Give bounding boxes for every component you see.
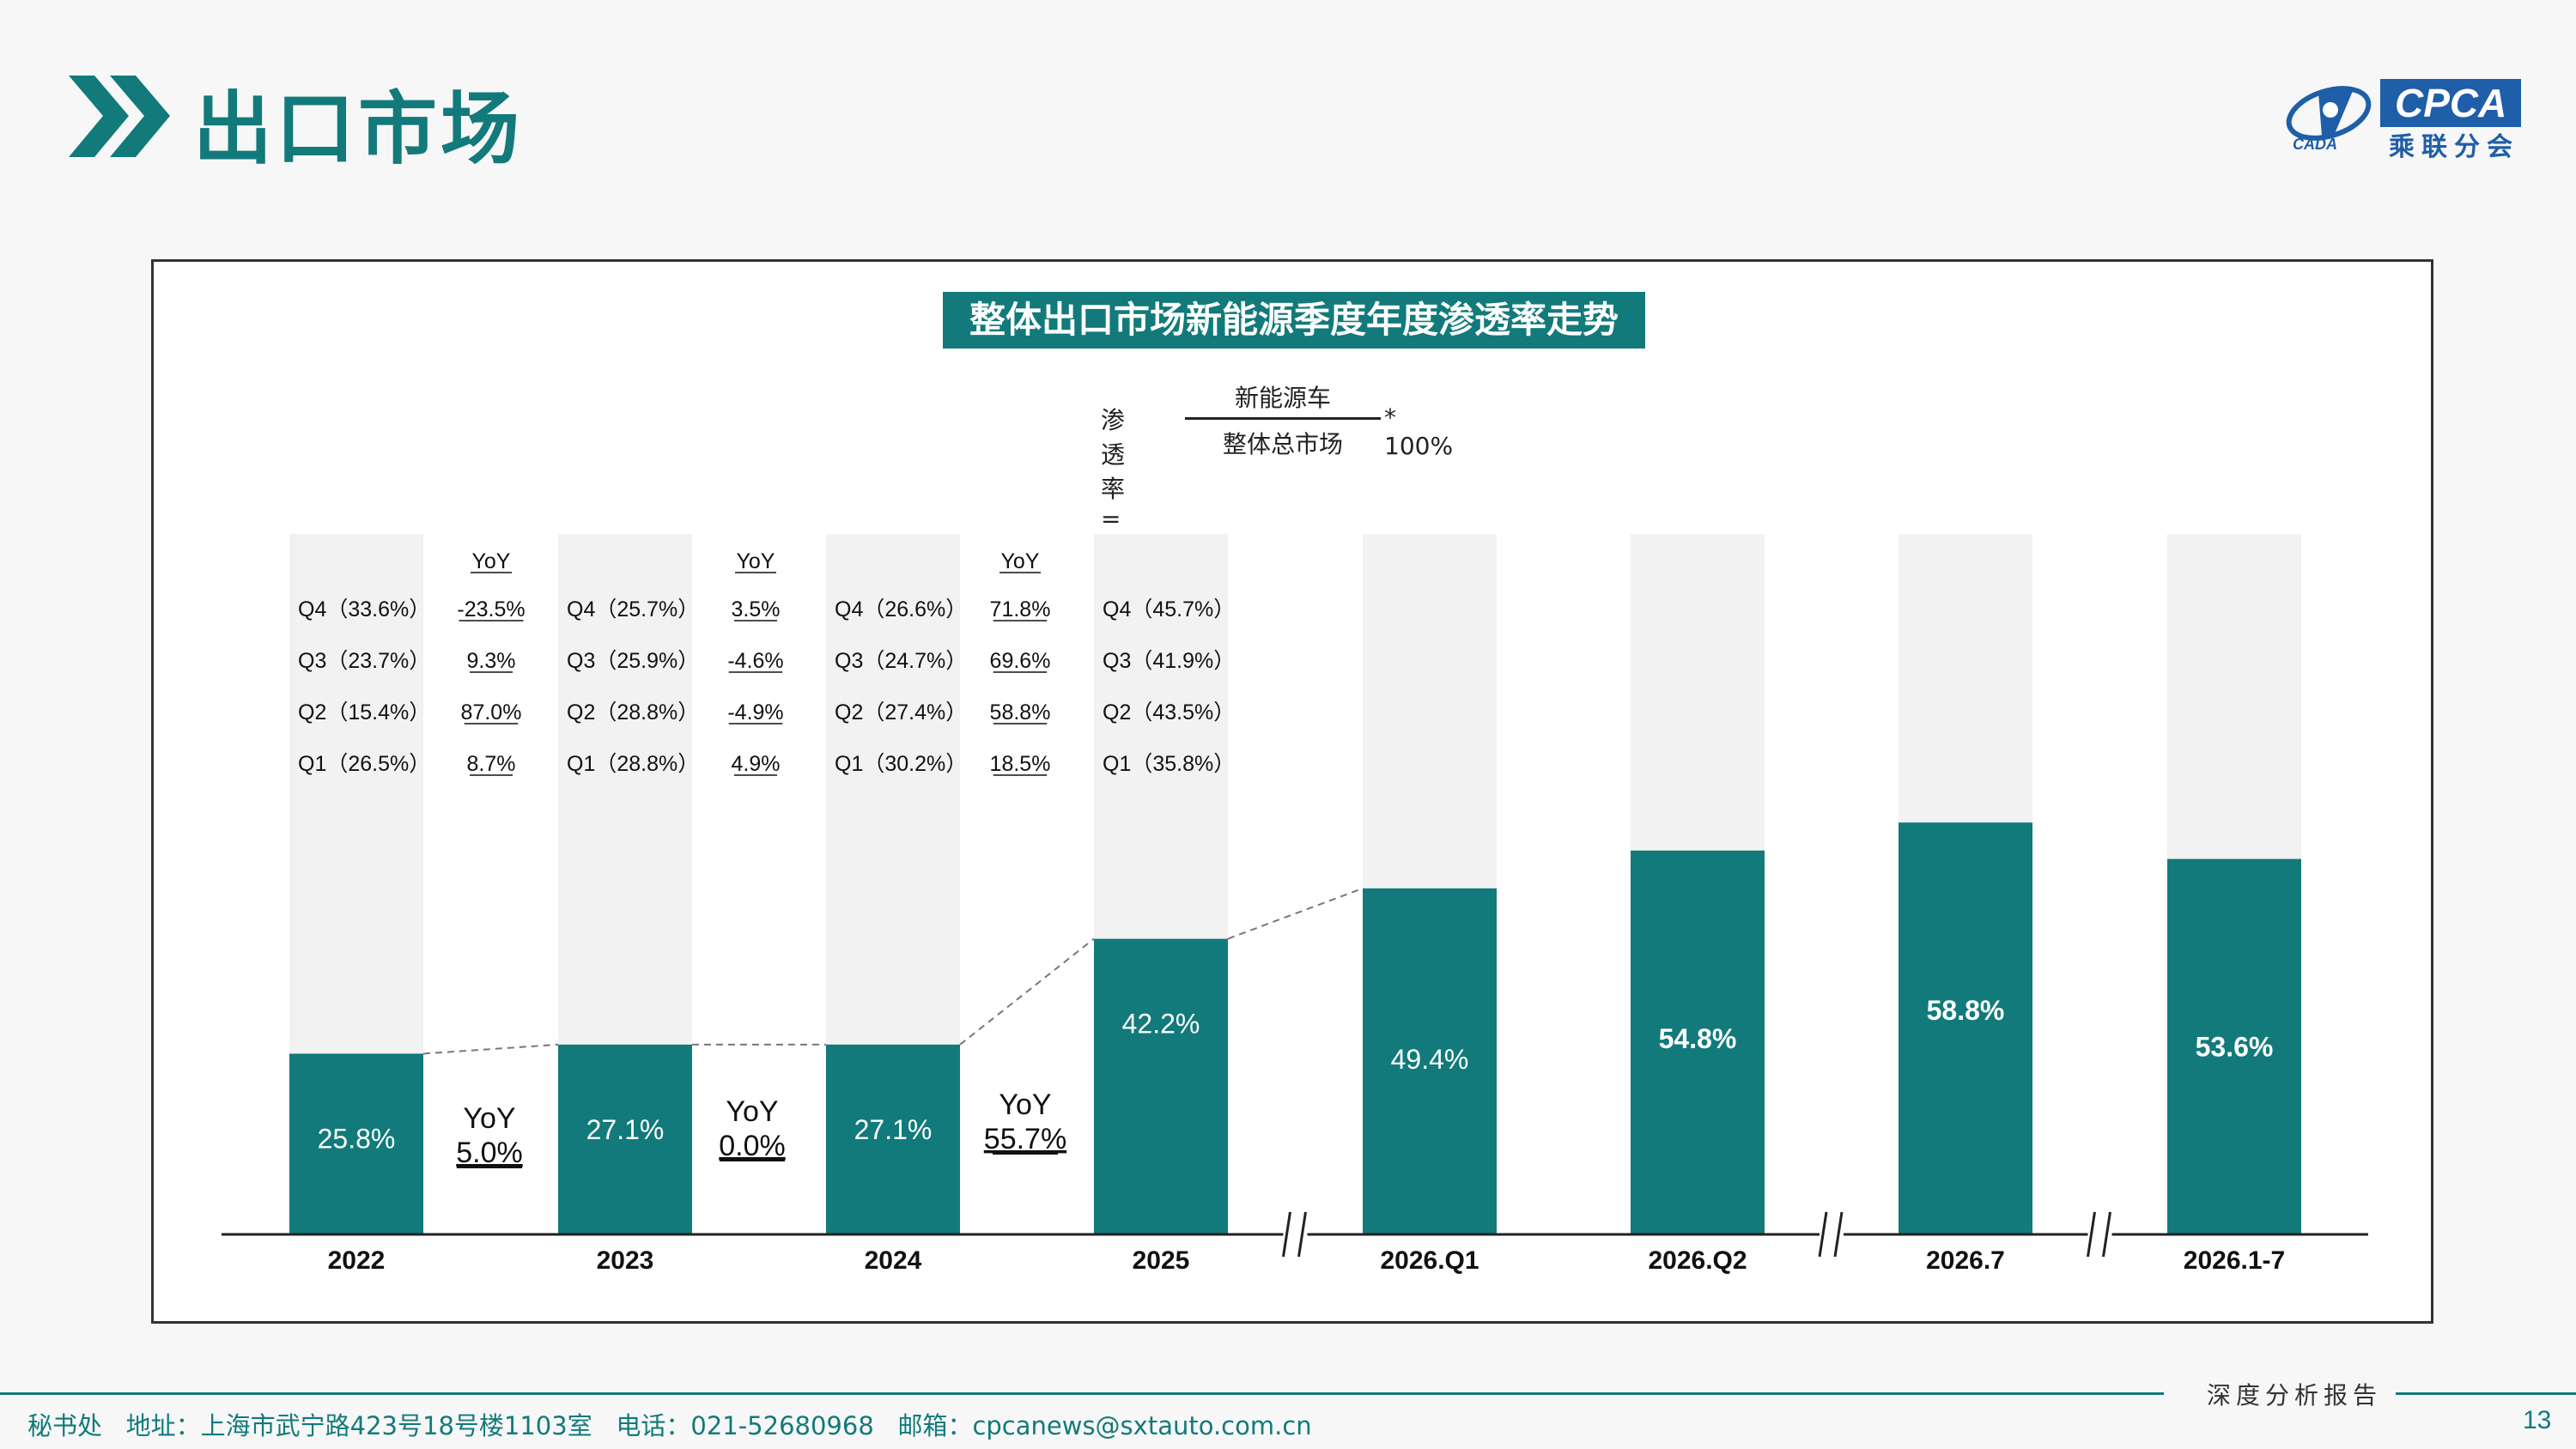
x-tick-label: 2026.Q1 bbox=[1380, 1246, 1479, 1275]
page-title: 出口市场 bbox=[193, 83, 524, 175]
trend-connector bbox=[1227, 887, 1364, 940]
quarter-yoy-value: -4.9% bbox=[727, 700, 783, 724]
footer-divider-right bbox=[2396, 1392, 2576, 1395]
bar-value-label: 42.2% bbox=[1122, 1009, 1200, 1040]
bar-value-label: 54.8% bbox=[1659, 1023, 1737, 1054]
quarter-row: Q1（26.5%） bbox=[298, 752, 430, 776]
quarter-row: Q4（26.6%） bbox=[835, 597, 967, 621]
quarter-yoy-value: -4.6% bbox=[727, 649, 783, 673]
quarter-row: Q1（30.2%） bbox=[835, 752, 967, 776]
quarter-row: Q1（35.8%） bbox=[1103, 752, 1235, 776]
x-tick-label: 2026.7 bbox=[1926, 1246, 2005, 1275]
quarter-row: Q3（24.7%） bbox=[835, 649, 967, 673]
footer-contact: 秘书处 地址：上海市武宁路423号18号楼1103室 电话：021-526809… bbox=[27, 1411, 1312, 1440]
bar bbox=[558, 1044, 692, 1234]
annual-yoy-label: YoY bbox=[726, 1095, 778, 1128]
x-tick-label: 2026.1-7 bbox=[2184, 1246, 2285, 1275]
cpca-globe-icon bbox=[2286, 86, 2372, 141]
quarter-row: Q3（23.7%） bbox=[298, 649, 430, 673]
quarter-row: Q3（41.9%） bbox=[1103, 649, 1235, 673]
bar bbox=[2167, 858, 2301, 1234]
trend-connector bbox=[422, 1043, 559, 1055]
quarter-row: Q1（28.8%） bbox=[567, 752, 699, 776]
bar bbox=[1363, 888, 1497, 1234]
quarter-row: Q3（25.9%） bbox=[567, 649, 699, 673]
quarter-row: Q4（25.7%） bbox=[567, 597, 699, 621]
quarter-row: Q4（33.6%） bbox=[298, 597, 430, 621]
axis-break-mark bbox=[1282, 1211, 1291, 1258]
chart-title: 整体出口市场新能源季度年度渗透率走势 bbox=[943, 292, 1645, 349]
quarter-yoy-value: 71.8% bbox=[990, 597, 1051, 621]
formula-fraction-line bbox=[1185, 417, 1381, 420]
bar-value-label: 49.4% bbox=[1391, 1044, 1469, 1075]
quarter-row: Q4（45.7%） bbox=[1103, 597, 1235, 621]
quarter-yoy-value: 18.5% bbox=[990, 752, 1051, 776]
axis-break-mark bbox=[1818, 1211, 1828, 1258]
formula-rhs: * 100% bbox=[1384, 403, 1454, 460]
axis-break-mark bbox=[2102, 1211, 2111, 1258]
axis-break-mark bbox=[2087, 1211, 2096, 1258]
quarter-yoy-value: 4.9% bbox=[732, 752, 781, 776]
logo-sub: CADA bbox=[2293, 136, 2337, 153]
quarter-yoy-value: 3.5% bbox=[732, 597, 781, 621]
header: 出口市场 CPCA 乘联分会 CADA bbox=[0, 0, 2576, 206]
quarter-yoy-value: -23.5% bbox=[457, 597, 525, 621]
quarter-row: Q2（27.4%） bbox=[835, 700, 967, 724]
chevron-right-icon bbox=[69, 76, 170, 157]
logo: CPCA 乘联分会 CADA bbox=[2284, 76, 2524, 162]
bar bbox=[1899, 822, 2032, 1234]
axis-break-mark bbox=[1833, 1211, 1844, 1258]
quarter-yoy-value: 9.3% bbox=[467, 649, 516, 673]
bar-value-label: 27.1% bbox=[854, 1114, 933, 1145]
quarter-yoy-value: 58.8% bbox=[990, 700, 1051, 724]
annual-yoy-value: 5.0% bbox=[456, 1137, 523, 1169]
x-tick-label: 2026.Q2 bbox=[1648, 1246, 1747, 1275]
annual-yoy-label: YoY bbox=[999, 1088, 1051, 1121]
quarter-yoy-header: YoY bbox=[1001, 549, 1040, 573]
footer-report-label: 深度分析报告 bbox=[2207, 1381, 2383, 1410]
quarter-yoy-value: 69.6% bbox=[990, 649, 1051, 673]
logo-abbr: CPCA bbox=[2380, 79, 2522, 127]
bar-value-label: 27.1% bbox=[586, 1114, 665, 1145]
formula-lhs: 渗透率 = bbox=[1101, 406, 1126, 533]
annual-yoy-value: 0.0% bbox=[719, 1130, 786, 1162]
formula-denominator: 整体总市场 bbox=[1222, 430, 1343, 458]
trend-connector bbox=[959, 937, 1095, 1046]
quarter-yoy-value: 87.0% bbox=[461, 700, 522, 724]
footer-divider bbox=[0, 1392, 2164, 1395]
x-tick-label: 2025 bbox=[1133, 1246, 1190, 1275]
bar bbox=[1094, 938, 1228, 1234]
bar bbox=[1631, 850, 1765, 1234]
chart-panel bbox=[151, 259, 2433, 1324]
annual-yoy-value: 55.7% bbox=[984, 1123, 1066, 1155]
quarter-yoy-header: YoY bbox=[737, 549, 775, 573]
quarter-yoy-header: YoY bbox=[472, 549, 511, 573]
quarter-row: Q2（28.8%） bbox=[567, 700, 699, 724]
bar bbox=[289, 1053, 423, 1234]
x-tick-label: 2022 bbox=[328, 1246, 386, 1275]
x-tick-label: 2023 bbox=[597, 1246, 654, 1275]
axis-break-mark bbox=[1297, 1211, 1307, 1258]
bar-value-label: 25.8% bbox=[318, 1123, 396, 1154]
annual-yoy-label: YoY bbox=[463, 1102, 515, 1135]
x-tick-label: 2024 bbox=[865, 1246, 922, 1275]
quarter-row: Q2（43.5%） bbox=[1103, 700, 1235, 724]
bar bbox=[826, 1044, 960, 1234]
bar-value-label: 53.6% bbox=[2196, 1032, 2274, 1063]
bar-value-label: 58.8% bbox=[1927, 995, 2005, 1026]
logo-name: 乘联分会 bbox=[2389, 132, 2519, 162]
formula-numerator: 新能源车 bbox=[1234, 384, 1331, 412]
page-number: 13 bbox=[2523, 1406, 2552, 1434]
quarter-yoy-value: 8.7% bbox=[467, 752, 516, 776]
quarter-row: Q2（15.4%） bbox=[298, 700, 430, 724]
